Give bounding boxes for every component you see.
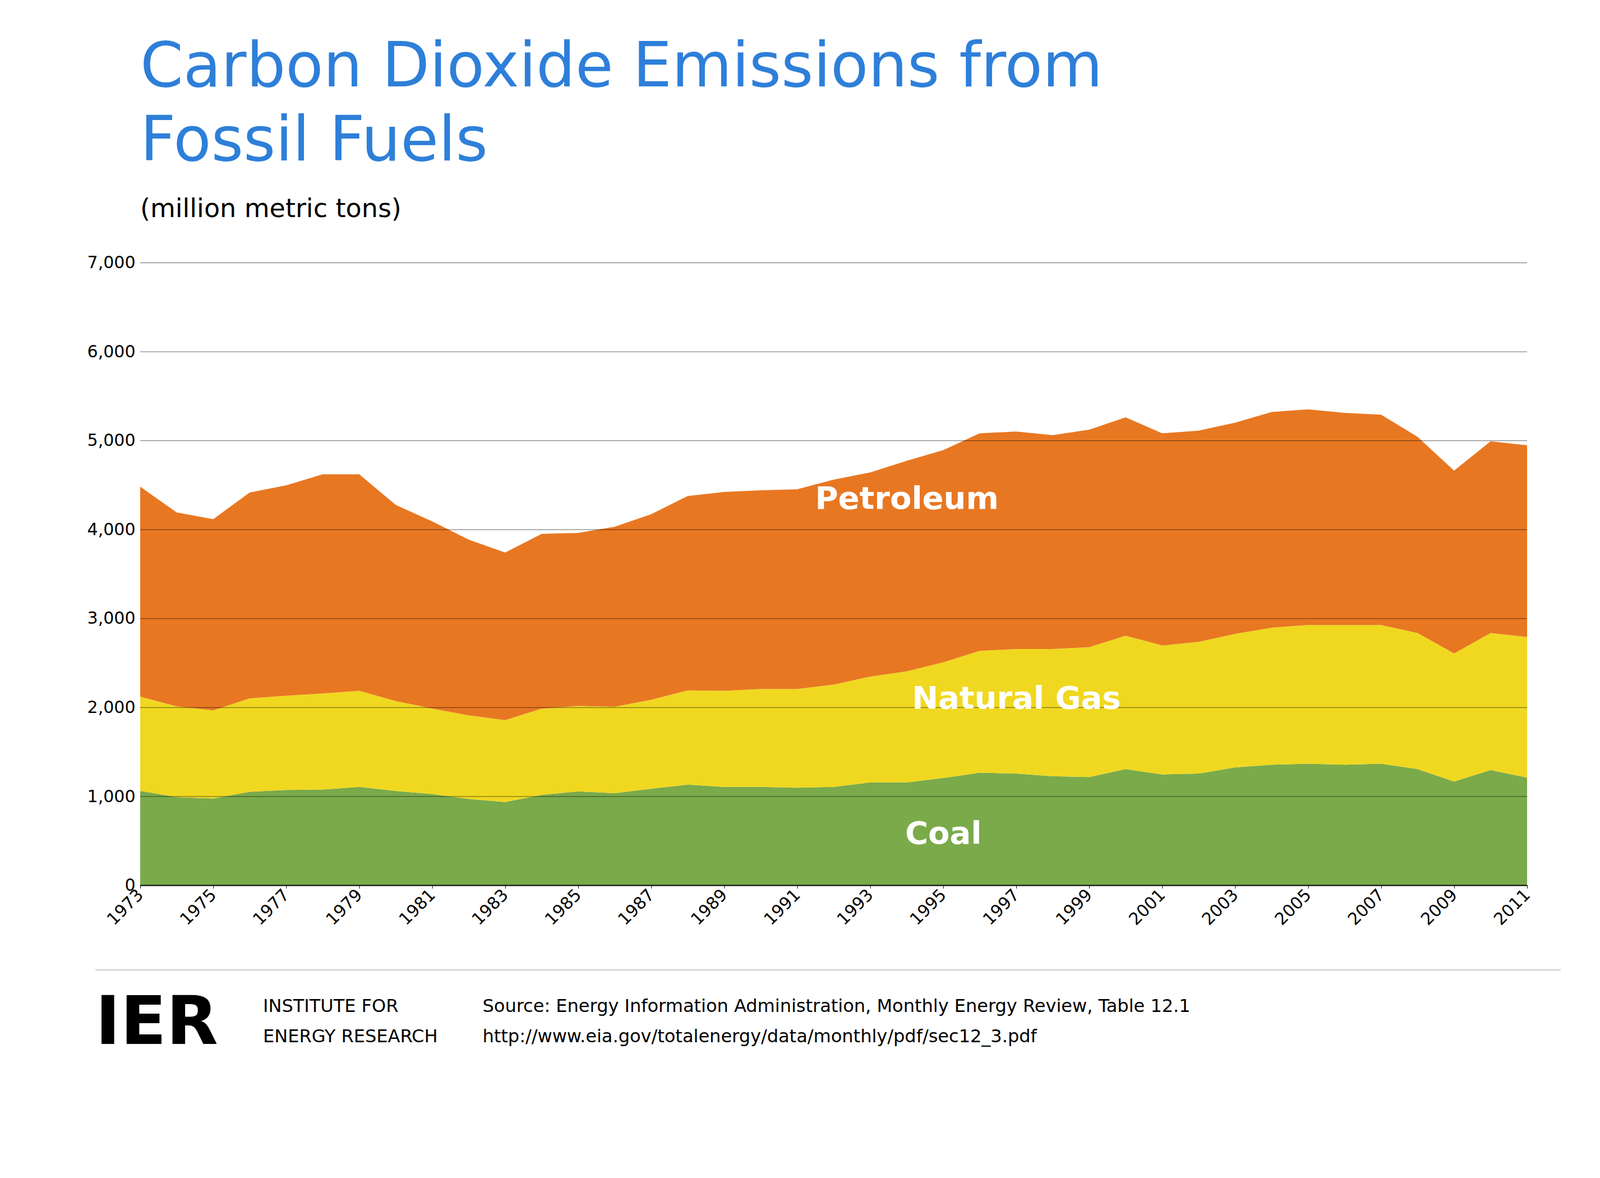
svg-text:7,000: 7,000 [87, 252, 136, 272]
svg-text:1983: 1983 [467, 884, 513, 929]
svg-text:Petroleum: Petroleum [815, 479, 999, 516]
svg-text:2007: 2007 [1343, 884, 1389, 929]
svg-text:1977: 1977 [249, 884, 294, 929]
svg-text:2005: 2005 [1270, 884, 1316, 929]
html-text:Carbon Dioxide Emissions from: Carbon Dioxide Emissions from Fossil Fue… [140, 29, 1103, 175]
svg-text:2011: 2011 [1489, 884, 1534, 929]
svg-text:1975: 1975 [176, 884, 221, 929]
svg-text:Coal: Coal [905, 814, 982, 851]
svg-text:2,000: 2,000 [87, 697, 136, 717]
html-text:INSTITUTE FOR: INSTITUTE FOR [263, 994, 399, 1016]
svg-text:Natural Gas: Natural Gas [911, 679, 1121, 716]
svg-text:1973: 1973 [102, 884, 147, 929]
svg-text:1985: 1985 [540, 884, 585, 929]
svg-text:0: 0 [124, 874, 136, 895]
svg-text:2003: 2003 [1197, 884, 1243, 929]
svg-text:1989: 1989 [686, 884, 732, 929]
svg-text:3,000: 3,000 [87, 607, 136, 628]
html-text:http://www.eia.gov/totalenergy: http://www.eia.gov/totalenergy/data/mont… [482, 1025, 1037, 1047]
svg-text:6,000: 6,000 [87, 341, 136, 362]
svg-text:2009: 2009 [1416, 884, 1461, 929]
html-text:IER: IER [95, 981, 219, 1060]
svg-text:1995: 1995 [905, 884, 951, 929]
svg-text:1991: 1991 [759, 884, 805, 929]
svg-text:1993: 1993 [832, 884, 878, 929]
html-text:Source: Energy Information Adm: Source: Energy Information Administratio… [482, 994, 1191, 1016]
svg-text:1987: 1987 [614, 884, 659, 929]
html-text:(million metric tons): (million metric tons) [140, 192, 402, 224]
svg-text:1997: 1997 [978, 884, 1023, 929]
svg-text:4,000: 4,000 [87, 519, 136, 539]
svg-text:1981: 1981 [394, 884, 440, 929]
svg-text:2001: 2001 [1124, 884, 1170, 929]
svg-text:1,000: 1,000 [87, 786, 136, 806]
svg-text:1979: 1979 [321, 884, 367, 929]
svg-text:5,000: 5,000 [87, 430, 136, 450]
svg-text:1999: 1999 [1052, 884, 1097, 929]
html-text:ENERGY RESEARCH: ENERGY RESEARCH [263, 1025, 438, 1047]
